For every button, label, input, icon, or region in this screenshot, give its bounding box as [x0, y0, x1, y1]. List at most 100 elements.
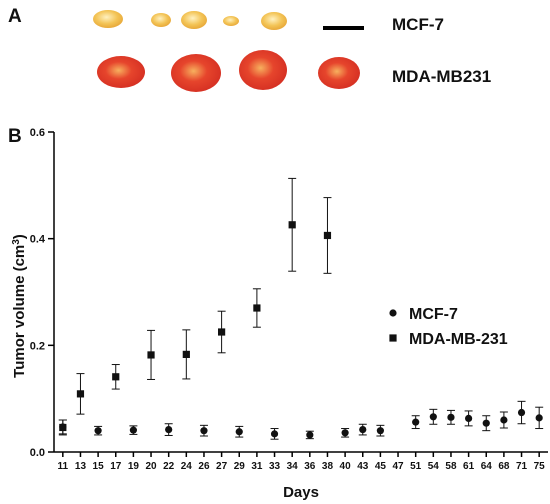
data-point: [535, 406, 544, 430]
x-tick-label: 24: [181, 461, 193, 472]
data-point: [499, 411, 508, 429]
x-tick-label: 33: [269, 461, 281, 472]
x-tick-label: 68: [498, 461, 510, 472]
x-tick-label: 54: [428, 461, 440, 472]
marker-circle: [165, 426, 173, 434]
marker-circle: [447, 413, 455, 421]
marker-circle: [376, 427, 384, 435]
mcf7-photo-label: MCF-7: [392, 15, 444, 34]
x-tick-label: 15: [93, 461, 105, 472]
mcf7-tumor: [261, 12, 287, 30]
x-tick-label: 29: [234, 461, 246, 472]
marker-circle: [429, 413, 437, 421]
x-tick-label: 58: [445, 461, 457, 472]
y-axis-title: Tumor volume (cm3): [11, 234, 29, 378]
x-tick-label: 11: [58, 461, 69, 472]
mcf7-tumor: [181, 11, 207, 29]
data-point: [288, 177, 297, 272]
x-tick-label: 26: [198, 461, 210, 472]
marker-circle: [412, 418, 420, 426]
marker-circle: [482, 419, 490, 427]
data-point: [111, 364, 120, 390]
x-tick-label: 36: [304, 461, 316, 472]
y-axis-title-close: ): [11, 234, 28, 239]
marker-square: [253, 304, 261, 312]
x-tick-label: 51: [410, 461, 422, 472]
data-point: [517, 400, 526, 425]
mcf7-tumor: [223, 16, 239, 26]
data-point: [358, 423, 367, 436]
marker-circle: [517, 408, 526, 417]
marker-circle: [306, 431, 314, 439]
marker-square: [76, 390, 85, 398]
data-point: [464, 410, 473, 427]
x-tick-label: 40: [340, 461, 352, 472]
marker-circle: [500, 416, 508, 424]
data-point: [76, 373, 85, 415]
x-tick-label: 38: [322, 461, 334, 472]
x-tick-label: 20: [145, 461, 157, 472]
mcf7-tumor: [93, 10, 123, 28]
marker-circle: [359, 426, 367, 434]
x-tick-label: 45: [375, 461, 387, 472]
y-tick-label: 0.0: [30, 447, 45, 459]
x-tick-label: 31: [251, 461, 263, 472]
panel-a-label: A: [8, 6, 22, 27]
legend-label: MCF-7: [409, 306, 458, 323]
x-axis-title: Days: [283, 484, 319, 501]
y-tick-label: 0.6: [30, 127, 45, 139]
y-axis-title-text: Tumor volume (cm: [11, 245, 28, 378]
data-point: [147, 329, 156, 380]
marker-circle: [465, 414, 473, 422]
x-tick-label: 22: [163, 461, 175, 472]
data-point: [94, 425, 103, 436]
data-point: [199, 424, 208, 437]
marker-circle: [535, 414, 543, 422]
data-point: [164, 423, 173, 436]
data-point: [429, 408, 438, 425]
data-point: [482, 415, 491, 432]
tumor-photo: [93, 10, 360, 92]
data-point: [270, 428, 279, 440]
marker-circle: [200, 427, 208, 435]
x-tick-label: 47: [392, 461, 404, 472]
marker-square: [323, 231, 332, 240]
x-tick-label: 27: [216, 461, 228, 472]
data-point: [129, 425, 138, 435]
x-tick-label: 75: [534, 461, 546, 472]
mda-tumor: [239, 50, 287, 90]
mcf7-tumor: [151, 13, 171, 27]
mda-tumor: [97, 56, 145, 88]
marker-square: [182, 350, 190, 358]
data-point: [235, 425, 244, 438]
y-axis-title-superscript: 3: [11, 239, 22, 245]
data-point: [305, 430, 314, 440]
marker-circle: [94, 427, 102, 435]
marker-square: [147, 351, 155, 359]
data-point: [252, 288, 261, 328]
x-tick-label: 64: [481, 461, 493, 472]
x-tick-label: 34: [287, 461, 299, 472]
data-point: [376, 424, 385, 437]
data-point: [182, 329, 191, 380]
data-point: [446, 409, 455, 425]
x-tick-label: 71: [516, 461, 528, 472]
data-point: [217, 310, 226, 354]
data-point: [411, 415, 420, 430]
marker-square: [288, 221, 296, 229]
marker-circle: [235, 428, 243, 436]
marker-square: [59, 423, 67, 432]
legend-label: MDA-MB-231: [409, 331, 508, 348]
mda-tumor: [171, 54, 221, 92]
panel-b-label: B: [8, 126, 22, 147]
marker-circle: [341, 429, 349, 437]
x-tick-label: 19: [128, 461, 140, 472]
scale-bar: [323, 26, 364, 30]
marker-square: [218, 328, 226, 336]
x-tick-label: 17: [110, 461, 122, 472]
x-tick-label: 61: [463, 461, 475, 472]
marker-square: [112, 373, 120, 381]
data-point: [341, 428, 350, 438]
x-tick-label: 43: [357, 461, 369, 472]
y-tick-label: 0.4: [30, 234, 46, 246]
